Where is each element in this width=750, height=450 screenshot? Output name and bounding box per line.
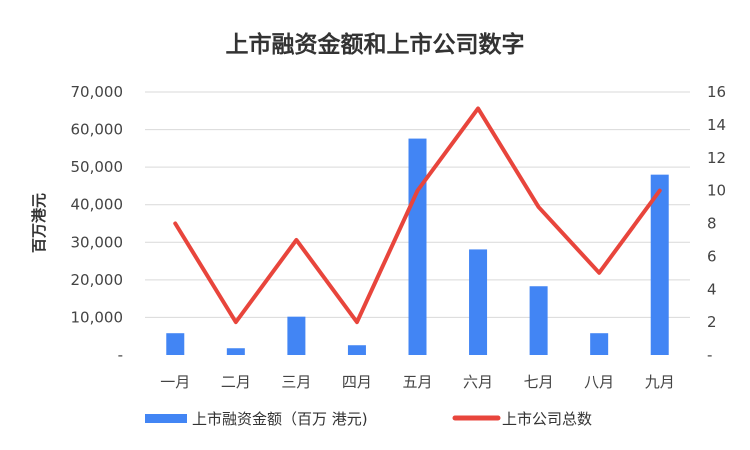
y2-tick-label: 10 [707, 182, 726, 200]
left-axis-ticks: - 10,000 20,000 30,000 40,000 50,000 60,000 70,… [71, 83, 124, 364]
y2-tick-label: - [707, 346, 712, 364]
y-tick-label: 30,000 [71, 233, 124, 251]
y-tick-label: 10,000 [71, 308, 124, 326]
legend: 上市融资金额（百万 港元) 上市公司总数 [145, 410, 592, 428]
y-tick-label: 20,000 [71, 271, 124, 289]
y2-tick-label: 4 [707, 280, 717, 298]
series-line [173, 106, 662, 325]
y2-tick-label: 12 [707, 149, 726, 167]
bar [408, 138, 427, 355]
y2-tick-label: 16 [707, 83, 726, 101]
y2-tick-label: 6 [707, 247, 717, 265]
x-tick-label: 四月 [342, 373, 372, 391]
x-tick-label: 六月 [463, 373, 493, 391]
bar [347, 345, 366, 355]
x-tick-label: 八月 [584, 373, 614, 391]
legend-swatch-bar [145, 414, 187, 423]
x-tick-label: 九月 [645, 373, 675, 391]
right-axis-ticks: - 2 4 6 8 10 12 14 16 [707, 83, 726, 364]
legend-label-line: 上市公司总数 [502, 410, 592, 428]
bar [529, 286, 548, 355]
bar [469, 249, 488, 355]
y2-tick-label: 14 [707, 116, 726, 134]
bar-series [166, 138, 669, 355]
bar [287, 316, 306, 355]
x-tick-label: 七月 [524, 373, 554, 391]
x-tick-label: 三月 [281, 373, 311, 391]
y-tick-label: 70,000 [71, 83, 124, 101]
x-tick-label: 一月 [160, 373, 190, 391]
x-axis-ticks: 一月 二月 三月 四月 五月 六月 七月 八月 九月 [160, 373, 674, 391]
y2-tick-label: 8 [707, 215, 717, 233]
y-tick-label: 40,000 [71, 196, 124, 214]
y-tick-label: 60,000 [71, 121, 124, 139]
x-tick-label: 二月 [221, 373, 251, 391]
bar [226, 348, 245, 355]
line-series [173, 106, 662, 325]
x-tick-label: 五月 [402, 373, 432, 391]
y-axis-label: 百万港元 [30, 193, 48, 253]
legend-label-bar: 上市融资金额（百万 港元) [192, 410, 368, 428]
bar [590, 333, 609, 355]
bar [650, 174, 669, 355]
chart-title: 上市融资金额和上市公司数字 [226, 31, 525, 58]
bar [166, 333, 185, 355]
y-tick-label: 50,000 [71, 158, 124, 176]
y2-tick-label: 2 [707, 313, 717, 331]
y-tick-label: - [118, 346, 123, 364]
